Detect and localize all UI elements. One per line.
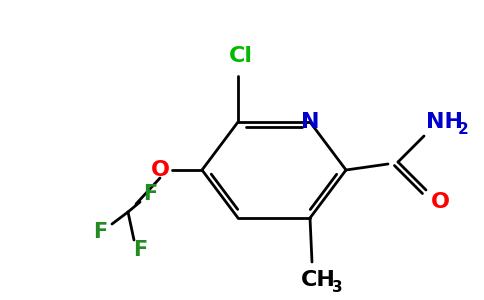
Text: F: F [93,222,107,242]
Text: F: F [143,184,157,204]
Text: F: F [133,240,147,260]
Text: N: N [301,112,319,132]
Text: Cl: Cl [229,46,253,66]
Text: 3: 3 [332,280,342,296]
Text: NH: NH [425,112,463,132]
Text: O: O [151,160,169,180]
Text: CH: CH [301,270,335,290]
Text: 2: 2 [458,122,469,137]
Text: O: O [430,192,450,212]
